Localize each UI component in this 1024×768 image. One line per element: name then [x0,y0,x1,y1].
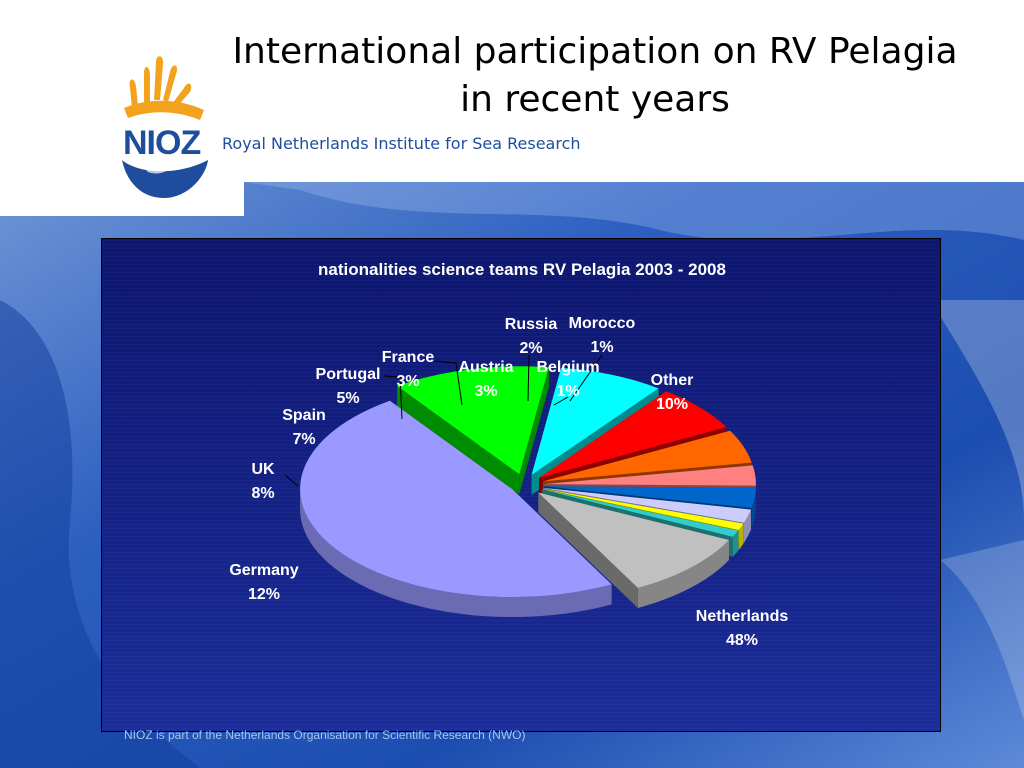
institute-subtitle: Royal Netherlands Institute for Sea Rese… [222,134,581,153]
pie-slice-other [538,492,729,608]
slice-percent-austria: 3% [474,383,497,400]
slice-percent-uk: 8% [251,485,274,502]
slice-percent-belgium: 1% [556,383,579,400]
slice-percent-germany: 12% [248,586,280,603]
slice-percent-portugal: 5% [336,390,359,407]
slice-label-russia: Russia [505,316,558,333]
leader-line-russia [527,354,530,402]
slice-label-austria: Austria [458,359,513,376]
logo-text: NIOZ [123,124,201,162]
leader-line-uk [284,474,299,487]
chart-title: nationalities science teams RV Pelagia 2… [318,260,726,279]
slice-label-germany: Germany [229,562,298,579]
slice-label-spain: Spain [282,407,326,424]
slice-percent-russia: 2% [519,340,542,357]
chart-panel: nationalities science teams RV Pelagia 2… [101,238,941,732]
pie-slice-germany [397,366,549,495]
leader-line-belgium [553,396,569,406]
nioz-logo [122,56,208,198]
title-line-1: International participation on RV Pelagi… [232,31,958,72]
slice-label-portugal: Portugal [316,366,381,383]
slice-label-france: France [382,349,435,366]
slice-percent-netherlands: 48% [726,632,758,649]
pie-chart: nationalities science teams RV Pelagia 2… [229,260,789,649]
slice-label-uk: UK [251,461,275,478]
page-title: International participation on RV Pelagi… [180,28,1010,124]
slice-percent-spain: 7% [292,431,315,448]
title-line-2: in recent years [460,79,730,120]
leader-line-morocco [569,354,603,402]
leader-line-france [434,360,463,406]
slice-percent-morocco: 1% [590,339,613,356]
slice-label-netherlands: Netherlands [696,608,789,625]
slice-label-morocco: Morocco [569,315,636,332]
pie-slice-netherlands [300,400,612,618]
leader-line-portugal [383,375,403,420]
slice-label-other: Other [651,372,694,389]
footer-text: NIOZ is part of the Netherlands Organisa… [124,728,526,742]
slice-label-belgium: Belgium [536,359,599,376]
slice-percent-france: 3% [396,373,419,390]
slice-percent-other: 10% [656,396,688,413]
